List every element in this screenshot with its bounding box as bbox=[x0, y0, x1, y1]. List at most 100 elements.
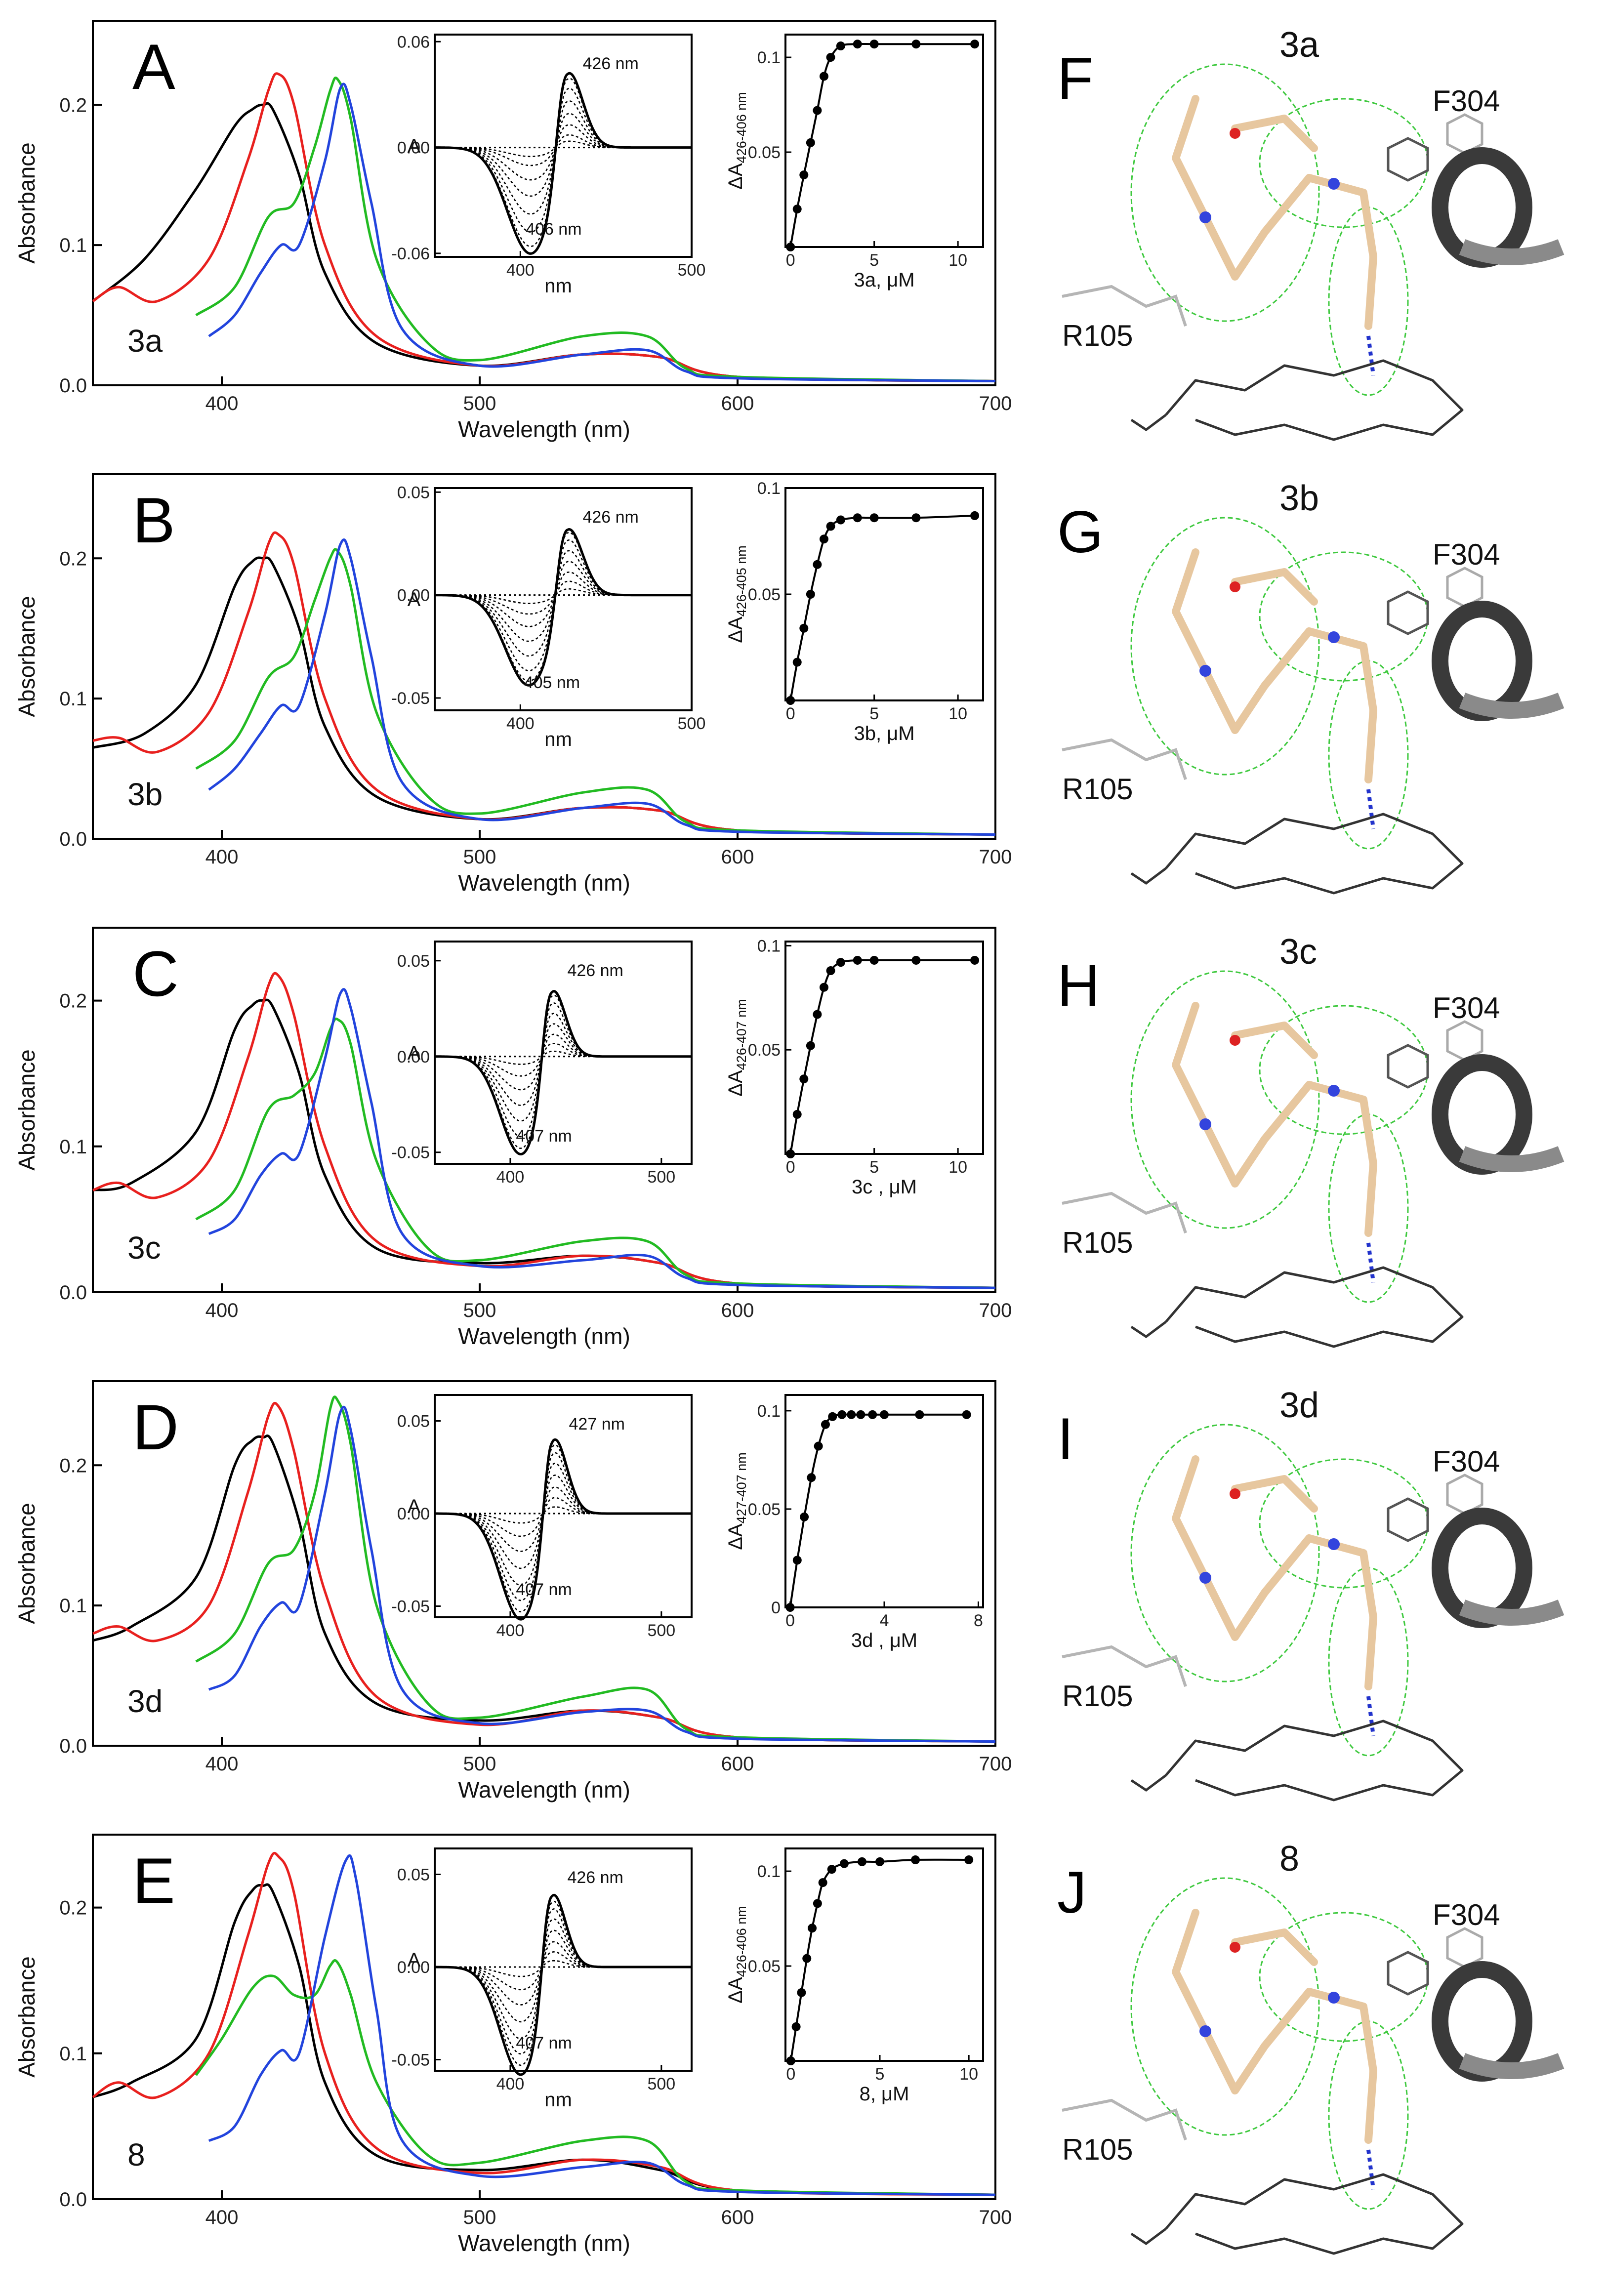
panel-C: 400 500 600 700 0.0 0.1 0.2 Wavelength (nm) Abso… bbox=[14, 927, 1012, 1349]
nitrogen-atom bbox=[1199, 211, 1211, 223]
titration-y-label: ΔA426-407 nm bbox=[725, 999, 749, 1097]
titration-point bbox=[814, 1441, 823, 1451]
titration-point bbox=[911, 513, 921, 523]
compound-annotation: 3d bbox=[127, 1683, 163, 1719]
main-plot-frame bbox=[92, 1834, 996, 2200]
coordination-bond bbox=[1366, 789, 1375, 829]
structure-panel-I: I 3d F304 R105 bbox=[1057, 1386, 1565, 1802]
x-tick-label: 400 bbox=[206, 1753, 239, 1775]
titration-y-tick-label: 0.1 bbox=[757, 48, 781, 67]
titration-y-label: ΔA426-406 nm bbox=[725, 1906, 749, 2004]
titration-y-label-subscript: 426-405 nm bbox=[734, 545, 749, 616]
spectrum-line bbox=[195, 77, 996, 382]
titration-point bbox=[799, 170, 809, 180]
titration-point bbox=[869, 40, 879, 49]
titration-x-tick-label: 0 bbox=[786, 1158, 795, 1177]
trough-label: 405 nm bbox=[524, 673, 580, 692]
titration-point bbox=[875, 1857, 884, 1866]
x-tick-label: 600 bbox=[721, 393, 754, 414]
inset-y-tick-label: 0.00 bbox=[397, 1958, 430, 1977]
titration-point bbox=[853, 955, 862, 965]
x-tick-label: 700 bbox=[979, 1753, 1012, 1775]
x-tick-label: 400 bbox=[206, 2207, 239, 2228]
y-axis-label: Absorbance bbox=[14, 1956, 40, 2078]
y-axis-label: Absorbance bbox=[14, 596, 40, 717]
helix-ribbon-tail bbox=[1459, 239, 1565, 265]
f304-ring bbox=[1387, 1497, 1429, 1542]
inset-y-label: A bbox=[408, 589, 421, 611]
heme-propionate bbox=[1130, 414, 1167, 432]
inset-y-tick-label: -0.05 bbox=[392, 1598, 430, 1616]
r105-side-chain bbox=[1062, 738, 1187, 780]
residue-label-r105: R105 bbox=[1062, 1680, 1133, 1713]
titration-y-tick-label: 0 bbox=[771, 1599, 781, 1617]
titration-point bbox=[857, 1857, 866, 1866]
titration-point bbox=[826, 522, 835, 531]
titration-curve bbox=[789, 959, 975, 1154]
x-axis-label: Wavelength (nm) bbox=[458, 1777, 630, 1803]
y-tick-label: 0.0 bbox=[59, 2189, 87, 2211]
f304-ring-alt bbox=[1446, 1927, 1483, 1968]
titration-y-tick-label: 0.1 bbox=[757, 937, 781, 955]
peak-label: 426 nm bbox=[582, 508, 638, 527]
inset-x-label: nm bbox=[544, 275, 572, 297]
nitrogen-atom bbox=[1328, 1538, 1340, 1550]
y-tick-label: 0.2 bbox=[59, 548, 87, 570]
compound-label: 3c bbox=[1279, 932, 1317, 972]
titration-y-label-subscript: 426-407 nm bbox=[734, 999, 749, 1070]
structure-panel-F: F 3a F304 R105 bbox=[1057, 25, 1565, 441]
panel-B: 400 500 600 700 0.0 0.1 0.2 Wavelength (nm) Abso… bbox=[14, 473, 1012, 896]
titration-y-label-main: ΔA bbox=[725, 1523, 746, 1550]
residue-label-f304: F304 bbox=[1433, 1898, 1500, 1931]
titration-point bbox=[964, 1855, 974, 1865]
residue-label-r105: R105 bbox=[1062, 319, 1133, 352]
inset-x-tick-label: 400 bbox=[506, 714, 535, 733]
titration-inset-frame bbox=[784, 1847, 984, 2062]
titration-point bbox=[847, 1410, 856, 1419]
y-axis-label: Absorbance bbox=[14, 1049, 40, 1171]
inset-y-tick-label: -0.05 bbox=[392, 1144, 430, 1162]
nitrogen-atom bbox=[1328, 178, 1340, 190]
titration-point bbox=[792, 1556, 802, 1565]
difference-inset-frame bbox=[434, 34, 693, 258]
residue-label-r105: R105 bbox=[1062, 2133, 1133, 2166]
f304-ring bbox=[1387, 1044, 1429, 1089]
inset-x-tick-label: 500 bbox=[647, 1168, 675, 1187]
compound-label: 3a bbox=[1279, 25, 1319, 65]
ligand-stick bbox=[1172, 1002, 1377, 1237]
oxygen-atom bbox=[1230, 1488, 1240, 1499]
titration-point bbox=[808, 1924, 817, 1933]
titration-y-label-main: ΔA bbox=[725, 163, 746, 190]
x-tick-label: 500 bbox=[463, 846, 496, 868]
x-tick-label: 600 bbox=[721, 1753, 754, 1775]
inset-y-tick-label: 0.00 bbox=[397, 139, 430, 158]
f304-ring-alt bbox=[1446, 113, 1483, 155]
y-tick-label: 0.2 bbox=[59, 1455, 87, 1476]
titration-point bbox=[792, 1109, 802, 1119]
y-tick-label: 0.1 bbox=[59, 2043, 87, 2065]
titration-curve bbox=[789, 514, 975, 701]
inset-y-tick-label: 0.05 bbox=[397, 1412, 430, 1431]
titration-x-label: 3c , μM bbox=[852, 1176, 917, 1198]
titration-x-tick-label: 4 bbox=[880, 1611, 889, 1630]
coordination-bond bbox=[1366, 1242, 1375, 1283]
spectrum-line bbox=[208, 82, 996, 382]
inset-x-tick-label: 500 bbox=[647, 2075, 675, 2093]
titration-point bbox=[813, 1899, 822, 1908]
titration-point bbox=[911, 955, 921, 965]
x-tick-label: 400 bbox=[206, 846, 239, 868]
compound-annotation: 3c bbox=[127, 1230, 161, 1266]
difference-inset-frame bbox=[434, 487, 693, 711]
titration-point bbox=[799, 623, 809, 633]
heme-propionate bbox=[1130, 1774, 1167, 1792]
difference-trace bbox=[435, 528, 692, 687]
y-tick-label: 0.2 bbox=[59, 1897, 87, 1919]
titration-x-tick-label: 0 bbox=[786, 704, 795, 723]
trough-label: 407 nm bbox=[516, 1127, 572, 1146]
ligand-stick bbox=[1231, 1475, 1318, 1513]
y-tick-label: 0.0 bbox=[59, 375, 87, 397]
ligand-stick bbox=[1231, 1928, 1318, 1966]
compound-annotation: 3b bbox=[127, 777, 163, 812]
